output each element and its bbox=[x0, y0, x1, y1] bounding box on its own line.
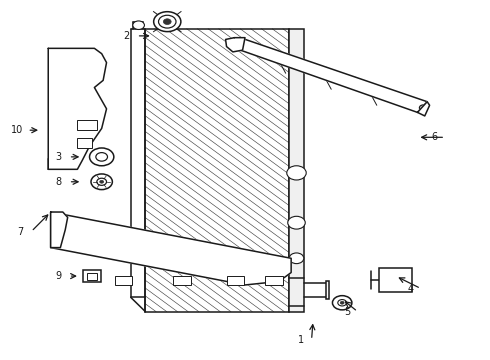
Text: 9: 9 bbox=[55, 271, 61, 281]
Text: 4: 4 bbox=[407, 284, 413, 293]
Polygon shape bbox=[417, 102, 430, 116]
Bar bbox=[115, 276, 132, 285]
Circle shape bbox=[133, 21, 145, 30]
Polygon shape bbox=[48, 48, 106, 169]
Bar bbox=[83, 270, 101, 283]
Text: 6: 6 bbox=[431, 132, 438, 142]
Circle shape bbox=[96, 153, 107, 161]
Circle shape bbox=[163, 19, 171, 24]
Bar bbox=[146, 29, 289, 312]
Circle shape bbox=[90, 148, 114, 166]
Circle shape bbox=[159, 15, 176, 28]
Bar bbox=[266, 276, 283, 285]
Circle shape bbox=[97, 178, 106, 185]
Circle shape bbox=[332, 296, 352, 310]
Bar bbox=[146, 29, 289, 312]
Text: 1: 1 bbox=[298, 335, 304, 345]
Bar bbox=[289, 29, 304, 312]
Text: 2: 2 bbox=[123, 31, 129, 41]
Circle shape bbox=[338, 300, 346, 306]
Bar bbox=[326, 282, 329, 299]
Bar bbox=[87, 273, 97, 280]
Circle shape bbox=[419, 105, 427, 111]
Bar bbox=[77, 138, 92, 148]
Bar bbox=[173, 276, 191, 285]
Circle shape bbox=[100, 180, 103, 183]
Text: 7: 7 bbox=[18, 226, 24, 237]
Polygon shape bbox=[50, 212, 68, 248]
Polygon shape bbox=[235, 38, 427, 112]
Circle shape bbox=[289, 253, 304, 264]
Bar bbox=[77, 120, 97, 130]
Circle shape bbox=[154, 12, 181, 32]
Text: 3: 3 bbox=[55, 152, 61, 162]
Polygon shape bbox=[225, 38, 245, 52]
Circle shape bbox=[287, 166, 306, 180]
Circle shape bbox=[288, 216, 305, 229]
Circle shape bbox=[340, 301, 344, 304]
Bar bbox=[226, 276, 244, 285]
Text: 5: 5 bbox=[344, 307, 350, 317]
Text: 8: 8 bbox=[55, 177, 61, 187]
Circle shape bbox=[91, 174, 112, 190]
Polygon shape bbox=[50, 212, 291, 285]
Text: 10: 10 bbox=[10, 125, 23, 135]
Bar bbox=[379, 268, 412, 292]
